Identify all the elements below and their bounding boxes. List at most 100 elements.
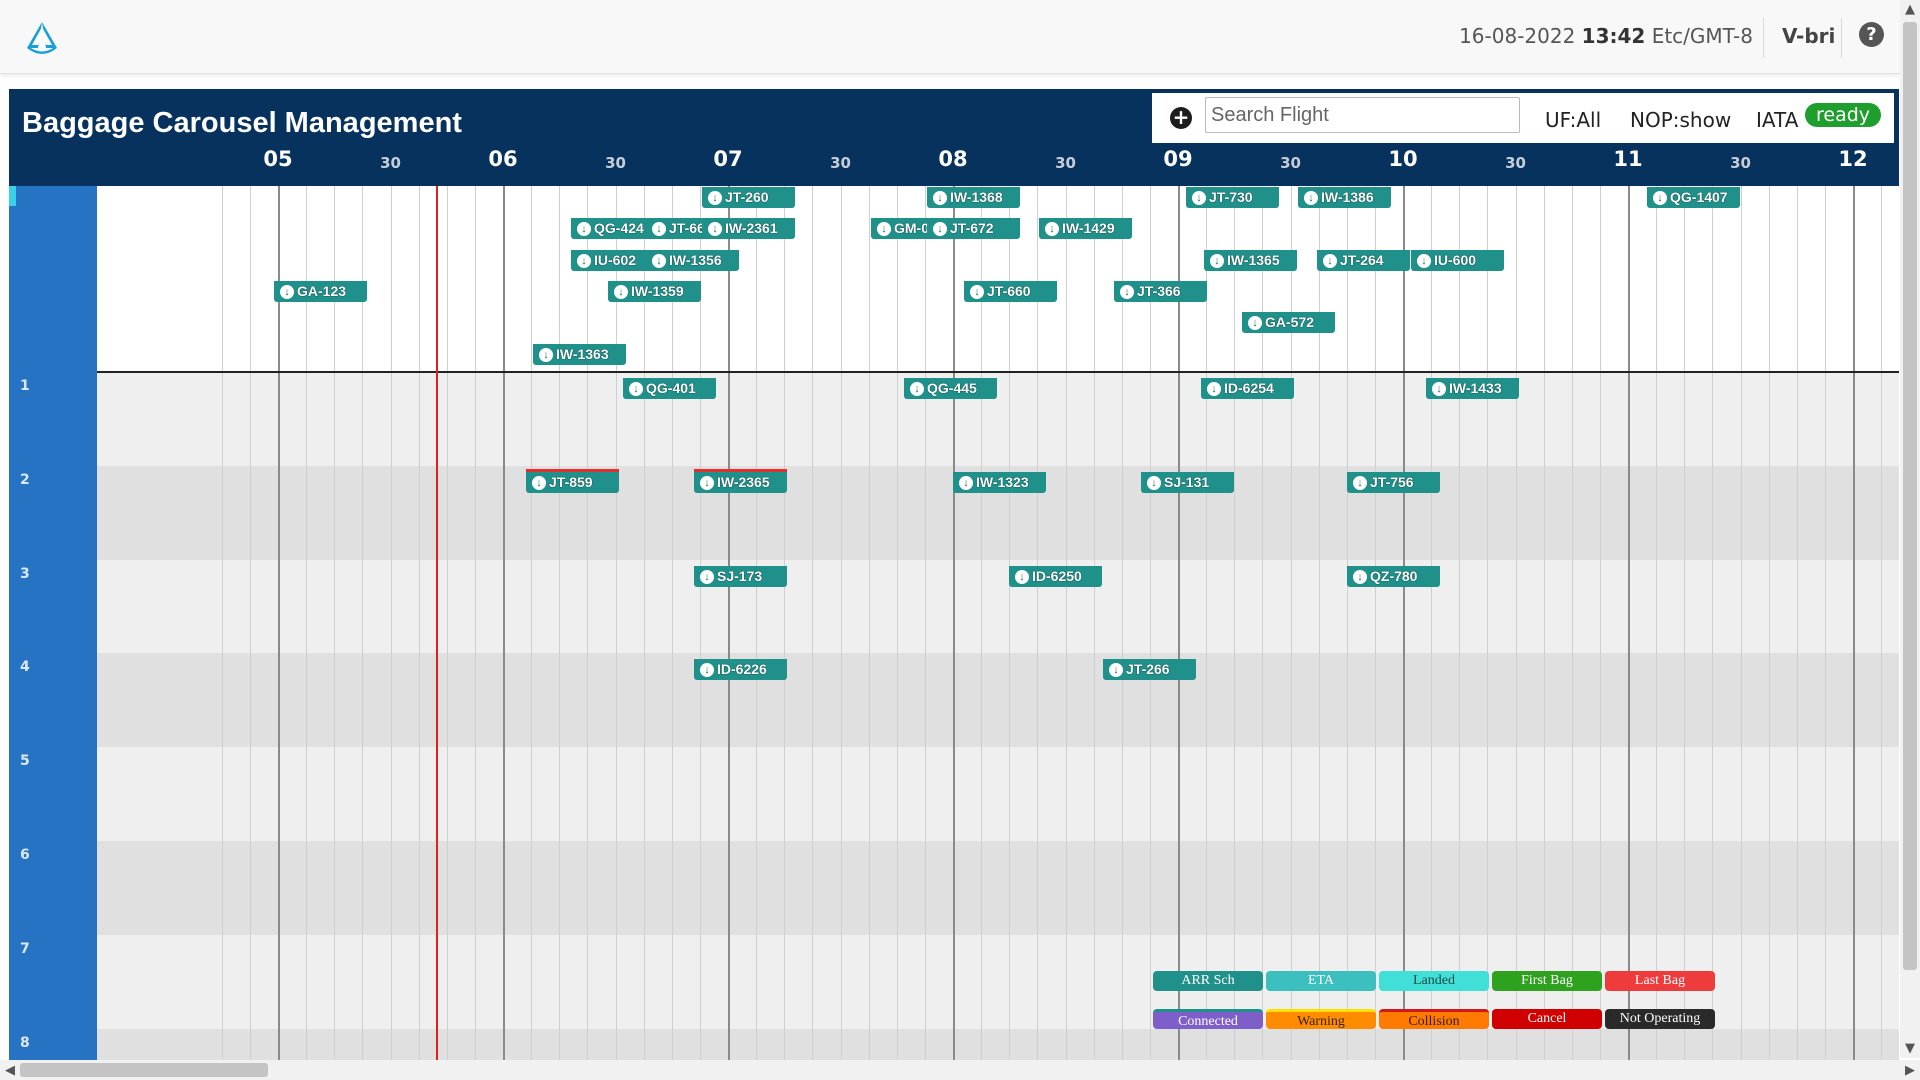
scroll-up-icon[interactable]: ▲ (1905, 2, 1915, 17)
flight-code: JT-730 (1209, 189, 1253, 205)
app-logo-icon[interactable] (24, 20, 60, 56)
top-header: 16-08-2022 13:42 Etc/GMT-8 V-bri ? (0, 0, 1900, 74)
grid-line (419, 186, 420, 1060)
flight-bar[interactable]: ↓ JT-366 (1114, 281, 1207, 302)
help-icon[interactable]: ? (1859, 22, 1884, 47)
flight-bar[interactable]: ↓ SJ-173 (694, 566, 787, 587)
uf-filter[interactable]: UF:All (1545, 108, 1602, 132)
flight-code: JT-672 (950, 220, 994, 236)
carousel-row-label: 7 (20, 941, 30, 957)
grid-line (222, 186, 223, 1060)
grid-line (1769, 186, 1770, 1060)
flight-bar[interactable]: ↓ JT-859 (526, 469, 619, 493)
arrival-icon: ↓ (532, 476, 546, 490)
current-date: 16-08-2022 (1459, 24, 1576, 48)
arrival-icon: ↓ (700, 570, 714, 584)
flight-bar[interactable]: ↓ QZ-780 (1347, 566, 1440, 587)
flight-bar[interactable]: ↓ QG-401 (623, 378, 716, 399)
flight-bar[interactable]: ↓ IW-2361 (702, 218, 795, 239)
half-hour-tick-label: 30 (1280, 154, 1301, 172)
iata-toggle[interactable]: IATA (1756, 108, 1799, 132)
grid-line (1741, 186, 1742, 1060)
flight-bar[interactable]: ↓ JT-260 (702, 187, 795, 208)
flight-bar[interactable]: ↓ SJ-131 (1141, 472, 1234, 493)
flight-bar[interactable]: ↓ JT-660 (964, 281, 1057, 302)
horizontal-scrollbar-thumb[interactable] (20, 1063, 268, 1077)
grid-line (1797, 186, 1798, 1060)
flight-bar[interactable]: ↓ IW-1433 (1426, 378, 1519, 399)
grid-line (362, 186, 363, 1060)
grid-line (1094, 186, 1095, 1060)
half-hour-tick-label: 30 (1730, 154, 1751, 172)
flight-bar[interactable]: ↓ JT-266 (1103, 659, 1196, 680)
add-icon[interactable]: + (1170, 107, 1192, 129)
flight-bar[interactable]: ↓ ID-6226 (694, 659, 787, 680)
timezone: Etc/GMT-8 (1651, 24, 1753, 48)
horizontal-scrollbar[interactable] (0, 1060, 1920, 1080)
scroll-down-icon[interactable]: ▼ (1905, 1041, 1915, 1056)
flight-code: QZ-780 (1370, 568, 1418, 584)
scroll-left-icon[interactable]: ◀ (5, 1063, 15, 1078)
legend-item: Collision (1379, 1009, 1489, 1029)
vertical-scrollbar-thumb[interactable] (1903, 22, 1917, 970)
half-hour-tick-label: 30 (605, 154, 626, 172)
flight-bar[interactable]: ↓ IW-1323 (953, 472, 1046, 493)
flight-bar[interactable]: ↓ IW-1365 (1204, 250, 1297, 271)
flight-bar[interactable]: ↓ GA-572 (1242, 312, 1335, 333)
grid-line (1403, 186, 1405, 1060)
legend-item: First Bag (1492, 971, 1602, 991)
arrival-icon: ↓ (1304, 191, 1318, 205)
arrival-icon: ↓ (1248, 316, 1262, 330)
hour-tick-label: 05 (263, 147, 293, 171)
flight-bar[interactable]: ↓ QG-424 (571, 218, 664, 239)
flight-bar[interactable]: ↓ IW-1386 (1298, 187, 1391, 208)
scroll-right-icon[interactable]: ▶ (1905, 1063, 1915, 1078)
header-divider (1841, 18, 1842, 58)
flight-code: JT-660 (987, 283, 1031, 299)
arrival-icon: ↓ (577, 222, 591, 236)
flight-bar[interactable]: ↓ IW-1359 (608, 281, 701, 302)
carousel-row-label: 5 (20, 753, 30, 769)
grid-line (897, 186, 898, 1060)
flight-bar[interactable]: ↓ ID-6254 (1201, 378, 1294, 399)
flight-code: IW-1365 (1227, 252, 1280, 268)
arrival-icon: ↓ (877, 222, 891, 236)
grid-line (644, 186, 645, 1060)
flight-code: JT-859 (549, 474, 593, 490)
flight-bar[interactable]: ↓ IW-1429 (1039, 218, 1132, 239)
half-hour-tick-label: 30 (830, 154, 851, 172)
carousel-row (97, 841, 1899, 935)
flight-bar[interactable]: ↓ JT-672 (927, 218, 1020, 239)
flight-bar[interactable]: ↓ IW-2365 (694, 469, 787, 493)
flight-bar[interactable]: ↓ ID-6250 (1009, 566, 1102, 587)
user-name[interactable]: V-bri (1782, 24, 1836, 48)
arrival-icon: ↓ (1192, 191, 1206, 205)
grid-line (981, 186, 982, 1060)
flight-code: JT-756 (1370, 474, 1414, 490)
grid-line (391, 186, 392, 1060)
flight-bar[interactable]: ↓ QG-1407 (1647, 187, 1740, 208)
current-time: 13:42 (1581, 24, 1646, 48)
flight-bar[interactable]: ↓ IW-1368 (927, 187, 1020, 208)
flight-bar[interactable]: ↓ JT-264 (1317, 250, 1410, 271)
flight-bar[interactable]: ↓ IW-1356 (646, 250, 739, 271)
flight-bar[interactable]: ↓ IU-602 (571, 250, 664, 271)
flight-bar[interactable]: ↓ IU-600 (1411, 250, 1504, 271)
carousel-row-label: 2 (20, 472, 30, 488)
flight-bar[interactable]: ↓ JT-730 (1186, 187, 1279, 208)
nop-filter[interactable]: NOP:show (1630, 108, 1732, 132)
flight-code: JT-260 (725, 189, 769, 205)
arrival-icon: ↓ (1432, 382, 1446, 396)
grid-line (953, 186, 955, 1060)
flight-bar[interactable]: ↓ GA-123 (274, 281, 367, 302)
arrival-icon: ↓ (1417, 254, 1431, 268)
search-flight-input[interactable] (1205, 97, 1520, 133)
flight-bar[interactable]: ↓ IW-1363 (533, 344, 626, 365)
grid-line (1881, 186, 1882, 1060)
unassigned-separator (97, 371, 1899, 373)
legend-item: Cancel (1492, 1009, 1602, 1029)
flight-bar[interactable]: ↓ QG-445 (904, 378, 997, 399)
flight-bar[interactable]: ↓ JT-756 (1347, 472, 1440, 493)
grid-line (1178, 186, 1180, 1060)
legend-item: Connected (1153, 1009, 1263, 1029)
